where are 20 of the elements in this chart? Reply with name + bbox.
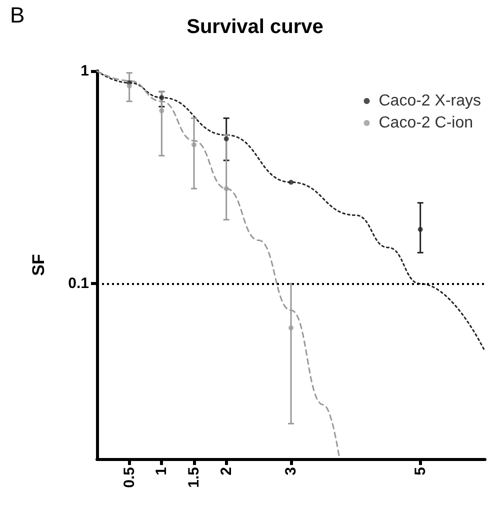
x-tick-label: 5 <box>412 467 429 476</box>
chart-title: Survival curve <box>186 16 324 38</box>
point <box>192 142 196 148</box>
point <box>288 325 294 330</box>
y-tick-label: 0.1 <box>68 275 89 292</box>
point <box>126 84 132 89</box>
point <box>418 226 423 232</box>
text: B <box>10 2 25 28</box>
x-tick-label: 3 <box>282 467 300 476</box>
y-axis-title: SF <box>29 254 48 276</box>
point <box>159 108 164 114</box>
x-tick-label: 2 <box>218 467 235 476</box>
x-tick-label: 1 <box>153 467 170 476</box>
point <box>288 180 294 185</box>
legend-label: Caco-2 C-ion <box>378 114 474 132</box>
legend-label: Caco-2 X-rays <box>378 92 481 110</box>
point <box>159 95 164 100</box>
point <box>224 186 229 192</box>
x-tick-label: 1.5 <box>186 467 202 488</box>
x-tick-label: 0.5 <box>120 467 138 488</box>
